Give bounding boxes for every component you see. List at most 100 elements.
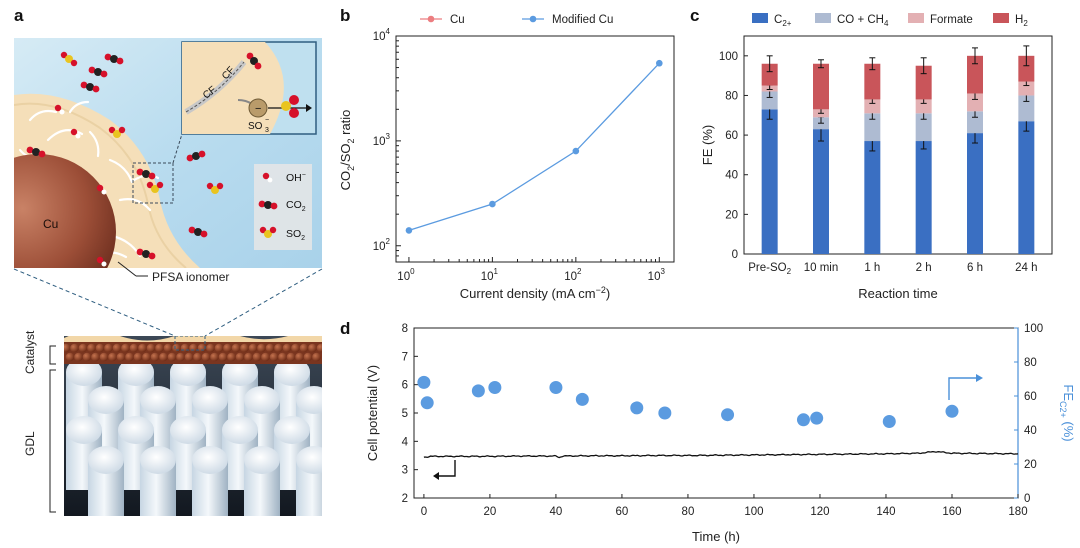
panel-c-categories: Pre-SO2 10 min 1 h 2 h 6 h 24 h — [748, 262, 1037, 276]
x-tick-label: 180 — [1008, 506, 1027, 518]
catalyst-particle — [282, 343, 292, 353]
x-tick-label: 140 — [876, 506, 895, 518]
zoom-box — [132, 162, 174, 204]
x-tick-label: 60 — [616, 506, 629, 518]
catalyst-particle — [64, 343, 71, 353]
legend-sub: 2 — [1023, 19, 1028, 28]
bar-segment — [967, 55, 983, 94]
inset-charge: − — [255, 103, 261, 115]
cu-particle-label: Cu — [43, 217, 58, 231]
tick-exp: 3 — [386, 132, 391, 141]
panel-d-frame — [413, 327, 1019, 499]
inset-so3-sub: 3 — [265, 127, 269, 134]
legend-text: H — [1015, 14, 1023, 26]
layer-brackets — [49, 345, 56, 513]
fe-point — [882, 415, 896, 428]
data-point — [656, 59, 663, 67]
right-y-tick-label: 0 — [1024, 493, 1030, 505]
catalyst-particle — [129, 343, 139, 353]
fe-point — [417, 375, 431, 389]
bar-segment — [864, 63, 881, 100]
panel-c-label: c — [690, 6, 699, 25]
bar-segment — [915, 113, 932, 142]
panel-d-label: d — [340, 319, 350, 338]
molecule-legend: OH− CO2 SO2 — [254, 164, 312, 250]
legend-sub: 4 — [884, 19, 889, 28]
bar-segment — [967, 93, 983, 112]
catalyst-particle — [248, 343, 258, 353]
legend-label: Formate — [930, 14, 973, 26]
catalyst-particle — [218, 352, 228, 362]
bar-segment — [1018, 55, 1035, 82]
catalyst-particle — [197, 343, 207, 353]
legend-oh: OH− — [286, 172, 306, 184]
legend-label: Modified Cu — [552, 14, 613, 26]
y-tick-label: 103 — [373, 132, 391, 148]
tick-base: 10 — [648, 271, 661, 283]
catalyst-particle — [125, 352, 134, 362]
right-y-tick-label: 100 — [1024, 323, 1043, 335]
catalyst-particle — [274, 343, 283, 353]
catalyst-particle — [265, 343, 275, 353]
left-y-tick-label: 6 — [402, 380, 408, 392]
catalyst-particle — [108, 352, 117, 362]
category-text: Pre-SO — [748, 262, 786, 274]
catalyst-particle — [159, 352, 168, 362]
panel-b-xlabel: Current density (mA cm−2) — [460, 285, 610, 301]
bar-segment — [915, 99, 932, 114]
catalyst-particle — [78, 343, 88, 353]
y-tick-label: 20 — [725, 209, 738, 221]
x-tick-label: 100 — [744, 506, 763, 518]
cu-particle — [14, 154, 116, 268]
legend-label: Cu — [450, 14, 465, 26]
panel-b-legend: Cu Modified Cu — [420, 14, 613, 26]
panel-c-ticks: 0 20 40 60 80 100 — [719, 51, 1027, 261]
x-tick-label: 0 — [421, 506, 427, 518]
panel-d-xlabel: Time (h) — [692, 529, 740, 544]
catalyst-particle — [95, 343, 105, 353]
panel-d-ylabel-right: FEC2+ (%) — [1058, 384, 1076, 441]
inset-box: CF CF − SO 3 − — [181, 41, 317, 135]
x-tick-label: 103 — [648, 267, 666, 283]
catalyst-particle — [116, 352, 126, 362]
catalyst-particle — [231, 343, 241, 353]
legend-text: CO + CH — [837, 14, 884, 26]
catalyst-particle — [70, 343, 79, 353]
panel-a-label: a — [14, 6, 24, 25]
category-text: 1 h — [864, 262, 880, 274]
catalyst-particle — [312, 352, 321, 362]
panel-d-ylabel-left: Cell potential (V) — [365, 365, 380, 461]
category-label: 6 h — [967, 262, 983, 274]
panel-c-xlabel: Reaction time — [858, 286, 937, 301]
right-y-tick-label: 40 — [1024, 425, 1037, 437]
legend-text: C — [774, 14, 782, 26]
y-tick-label: 80 — [725, 90, 738, 102]
panel-c-ylabel: FE (%) — [700, 125, 715, 165]
data-point — [489, 200, 496, 208]
legend-marker — [529, 15, 537, 23]
category-label: 10 min — [804, 262, 839, 274]
left-y-tick-label: 5 — [402, 408, 408, 420]
catalyst-particle — [278, 352, 287, 362]
bar-segment — [813, 63, 829, 110]
fe-point — [658, 406, 672, 420]
category-text: 10 min — [804, 262, 839, 274]
panel-d-plot — [417, 375, 1019, 459]
data-point — [572, 147, 580, 155]
catalyst-particle — [65, 352, 75, 362]
x-tick-label: 101 — [481, 267, 499, 283]
catalyst-label: Catalyst — [23, 330, 37, 374]
panel-c-frame — [743, 35, 1053, 255]
bar-segment — [1018, 95, 1035, 122]
catalyst-particle — [235, 352, 245, 362]
legend-swatch — [908, 13, 924, 23]
legend-label: CO + CH4 — [837, 14, 889, 28]
bar-segment — [761, 63, 778, 86]
category-text: 2 h — [916, 262, 932, 274]
catalyst-particle — [269, 352, 279, 362]
catalyst-particle — [163, 343, 173, 353]
